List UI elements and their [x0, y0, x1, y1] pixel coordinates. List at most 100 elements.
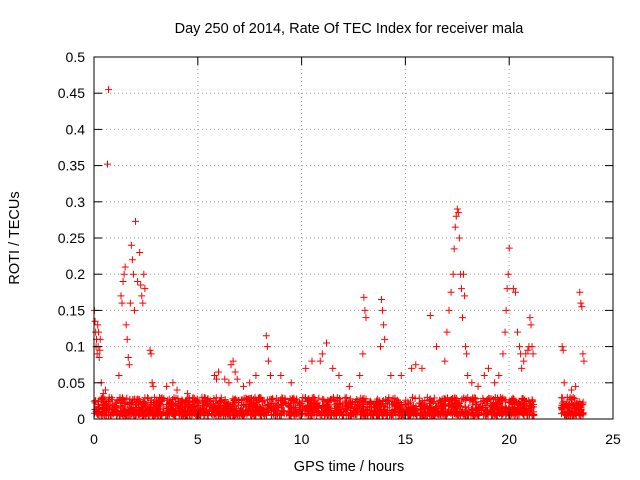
- data-point: [212, 375, 220, 383]
- data-point: [443, 328, 451, 336]
- data-point: [501, 328, 509, 336]
- data-point: [158, 394, 166, 402]
- data-point: [511, 400, 519, 408]
- data-point: [318, 350, 326, 358]
- data-point: [169, 379, 177, 387]
- data-point: [128, 256, 136, 264]
- data-point: [239, 382, 247, 390]
- data-point: [153, 399, 161, 407]
- data-point: [154, 399, 162, 407]
- axis-ticks: 0 0.05 0.1 0.15 0.2 0.25 0.3 0.35 0.4 0.45 0.5 0 5 10…: [58, 49, 621, 447]
- data-point: [197, 407, 205, 415]
- data-point: [259, 398, 267, 406]
- data-point: [509, 408, 517, 416]
- data-point: [359, 406, 367, 414]
- data-point: [447, 288, 455, 296]
- data-point: [270, 404, 278, 412]
- data-point: [103, 409, 111, 417]
- data-point: [276, 411, 284, 419]
- data-point: [494, 396, 502, 404]
- data-point: [522, 404, 530, 412]
- data-point: [367, 411, 375, 419]
- data-point: [491, 379, 499, 387]
- data-point: [278, 400, 286, 408]
- data-point: [345, 382, 353, 390]
- data-point: [339, 411, 347, 419]
- data-point: [199, 401, 207, 409]
- data-point: [433, 343, 441, 351]
- data-point: [476, 409, 484, 417]
- data-point: [157, 398, 165, 406]
- data-point: [132, 217, 140, 225]
- data-point: [387, 372, 395, 380]
- data-point: [139, 398, 147, 406]
- data-point: [468, 379, 476, 387]
- data-point: [580, 357, 588, 365]
- grid-lines: [94, 57, 613, 419]
- data-point: [459, 411, 467, 419]
- data-point: [560, 379, 568, 387]
- data-point: [134, 277, 142, 285]
- data-point: [397, 372, 405, 380]
- data-point: [103, 160, 111, 168]
- data-point: [247, 402, 255, 410]
- data-point: [95, 328, 103, 336]
- data-point: [381, 409, 389, 417]
- data-point: [185, 401, 193, 409]
- data-point: [441, 357, 449, 365]
- data-point: [221, 375, 229, 383]
- data-point: [273, 403, 281, 411]
- data-point: [347, 403, 355, 411]
- data-point: [138, 406, 146, 414]
- data-point: [263, 343, 271, 351]
- data-point: [516, 343, 524, 351]
- data-point: [233, 375, 241, 383]
- data-point: [122, 321, 130, 329]
- data-point: [288, 394, 296, 402]
- chart-title: Day 250 of 2014, Rate Of TEC Index for r…: [175, 21, 525, 37]
- data-point: [264, 396, 272, 404]
- data-point: [496, 407, 504, 415]
- data-point: [563, 409, 571, 417]
- data-point: [320, 408, 328, 416]
- data-point: [292, 409, 300, 417]
- data-point: [350, 405, 358, 413]
- data-points: [90, 86, 588, 419]
- data-point: [431, 411, 439, 419]
- data-point: [442, 395, 450, 403]
- data-point: [173, 386, 181, 394]
- data-point: [477, 398, 485, 406]
- data-point: [147, 400, 155, 408]
- data-point: [347, 410, 355, 418]
- data-point: [140, 270, 148, 278]
- data-point: [289, 395, 297, 403]
- data-point: [117, 292, 125, 300]
- data-point: [498, 404, 506, 412]
- data-point: [462, 343, 470, 351]
- data-point: [121, 263, 129, 271]
- data-point: [404, 398, 412, 406]
- data-point: [514, 407, 522, 415]
- data-point: [572, 382, 580, 390]
- data-point: [126, 299, 134, 307]
- data-point: [442, 411, 450, 419]
- data-point: [238, 407, 246, 415]
- data-point: [349, 399, 357, 407]
- data-point: [115, 372, 123, 380]
- data-point: [149, 382, 157, 390]
- data-point: [147, 350, 155, 358]
- data-point: [386, 400, 394, 408]
- data-point: [150, 393, 158, 401]
- data-point: [274, 397, 282, 405]
- data-point: [105, 86, 113, 94]
- y-tick-label: 0.5: [66, 49, 86, 65]
- data-point: [578, 303, 586, 311]
- data-point: [231, 368, 239, 376]
- data-point: [367, 399, 375, 407]
- data-point: [116, 411, 124, 419]
- data-point: [579, 350, 587, 358]
- data-point: [95, 353, 103, 361]
- data-point: [221, 404, 229, 412]
- data-point: [116, 403, 124, 411]
- data-point: [210, 372, 218, 380]
